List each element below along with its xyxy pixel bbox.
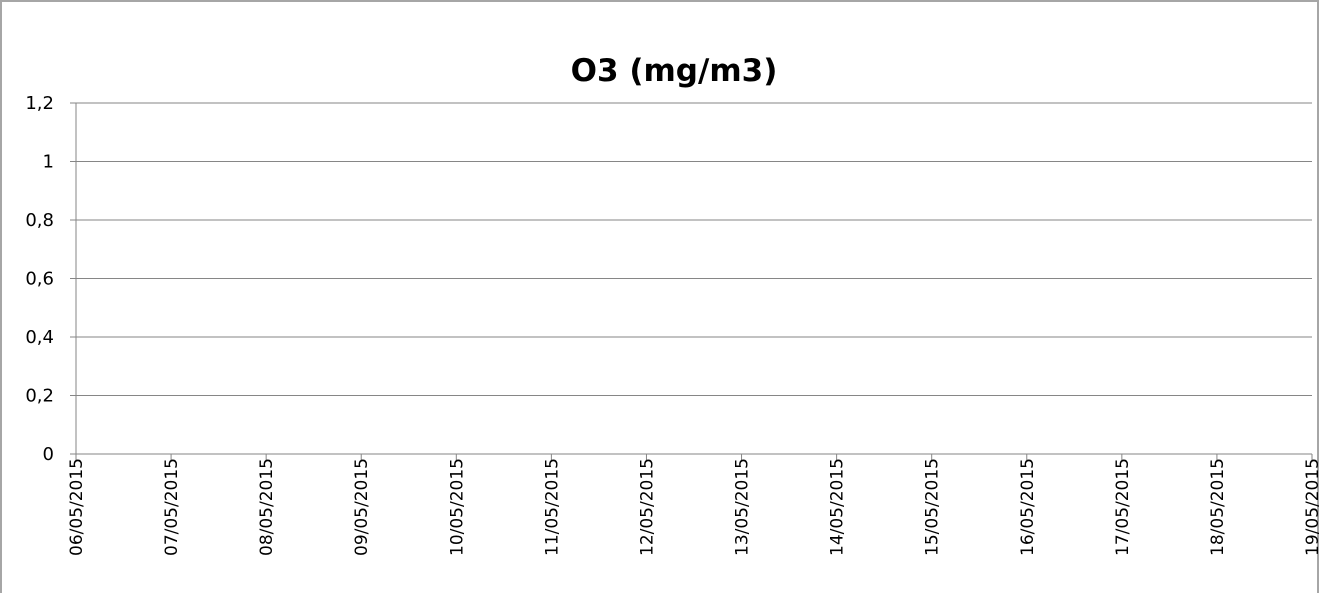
chart-title: O3 (mg/m3) xyxy=(571,53,778,89)
y-tick-label: 1,2 xyxy=(25,93,54,114)
x-tick-label: 08/05/2015 xyxy=(257,458,277,556)
x-tick-label: 06/05/2015 xyxy=(67,458,87,556)
y-tick-label: 0,2 xyxy=(25,386,54,407)
x-tick-label: 07/05/2015 xyxy=(162,458,182,556)
y-axis: 0 0,2 0,4 0,6 0,8 1 1,2 xyxy=(25,93,77,465)
x-tick-label: 19/05/2015 xyxy=(1303,458,1319,556)
x-tick-label: 17/05/2015 xyxy=(1113,458,1133,556)
y-tick-label: 1 xyxy=(43,152,54,173)
x-tick-label: 10/05/2015 xyxy=(447,458,467,556)
x-tick-label: 09/05/2015 xyxy=(352,458,372,556)
x-tick-label: 13/05/2015 xyxy=(733,458,753,556)
x-tick-label: 15/05/2015 xyxy=(923,458,943,556)
x-tick-label: 16/05/2015 xyxy=(1018,458,1038,556)
x-tick-label: 18/05/2015 xyxy=(1208,458,1228,556)
x-tick-label: 14/05/2015 xyxy=(828,458,848,556)
y-tick-label: 0 xyxy=(43,444,54,465)
y-tick-label: 0,4 xyxy=(25,327,54,348)
x-axis: 06/05/2015 07/05/2015 08/05/2015 09/05/2015… xyxy=(67,453,1319,556)
y-tick-label: 0,6 xyxy=(25,269,54,290)
y-tick-label: 0,8 xyxy=(25,210,54,231)
x-tick-label: 11/05/2015 xyxy=(542,458,562,556)
x-tick-label: 12/05/2015 xyxy=(637,458,657,556)
grid-lines xyxy=(76,102,1312,396)
